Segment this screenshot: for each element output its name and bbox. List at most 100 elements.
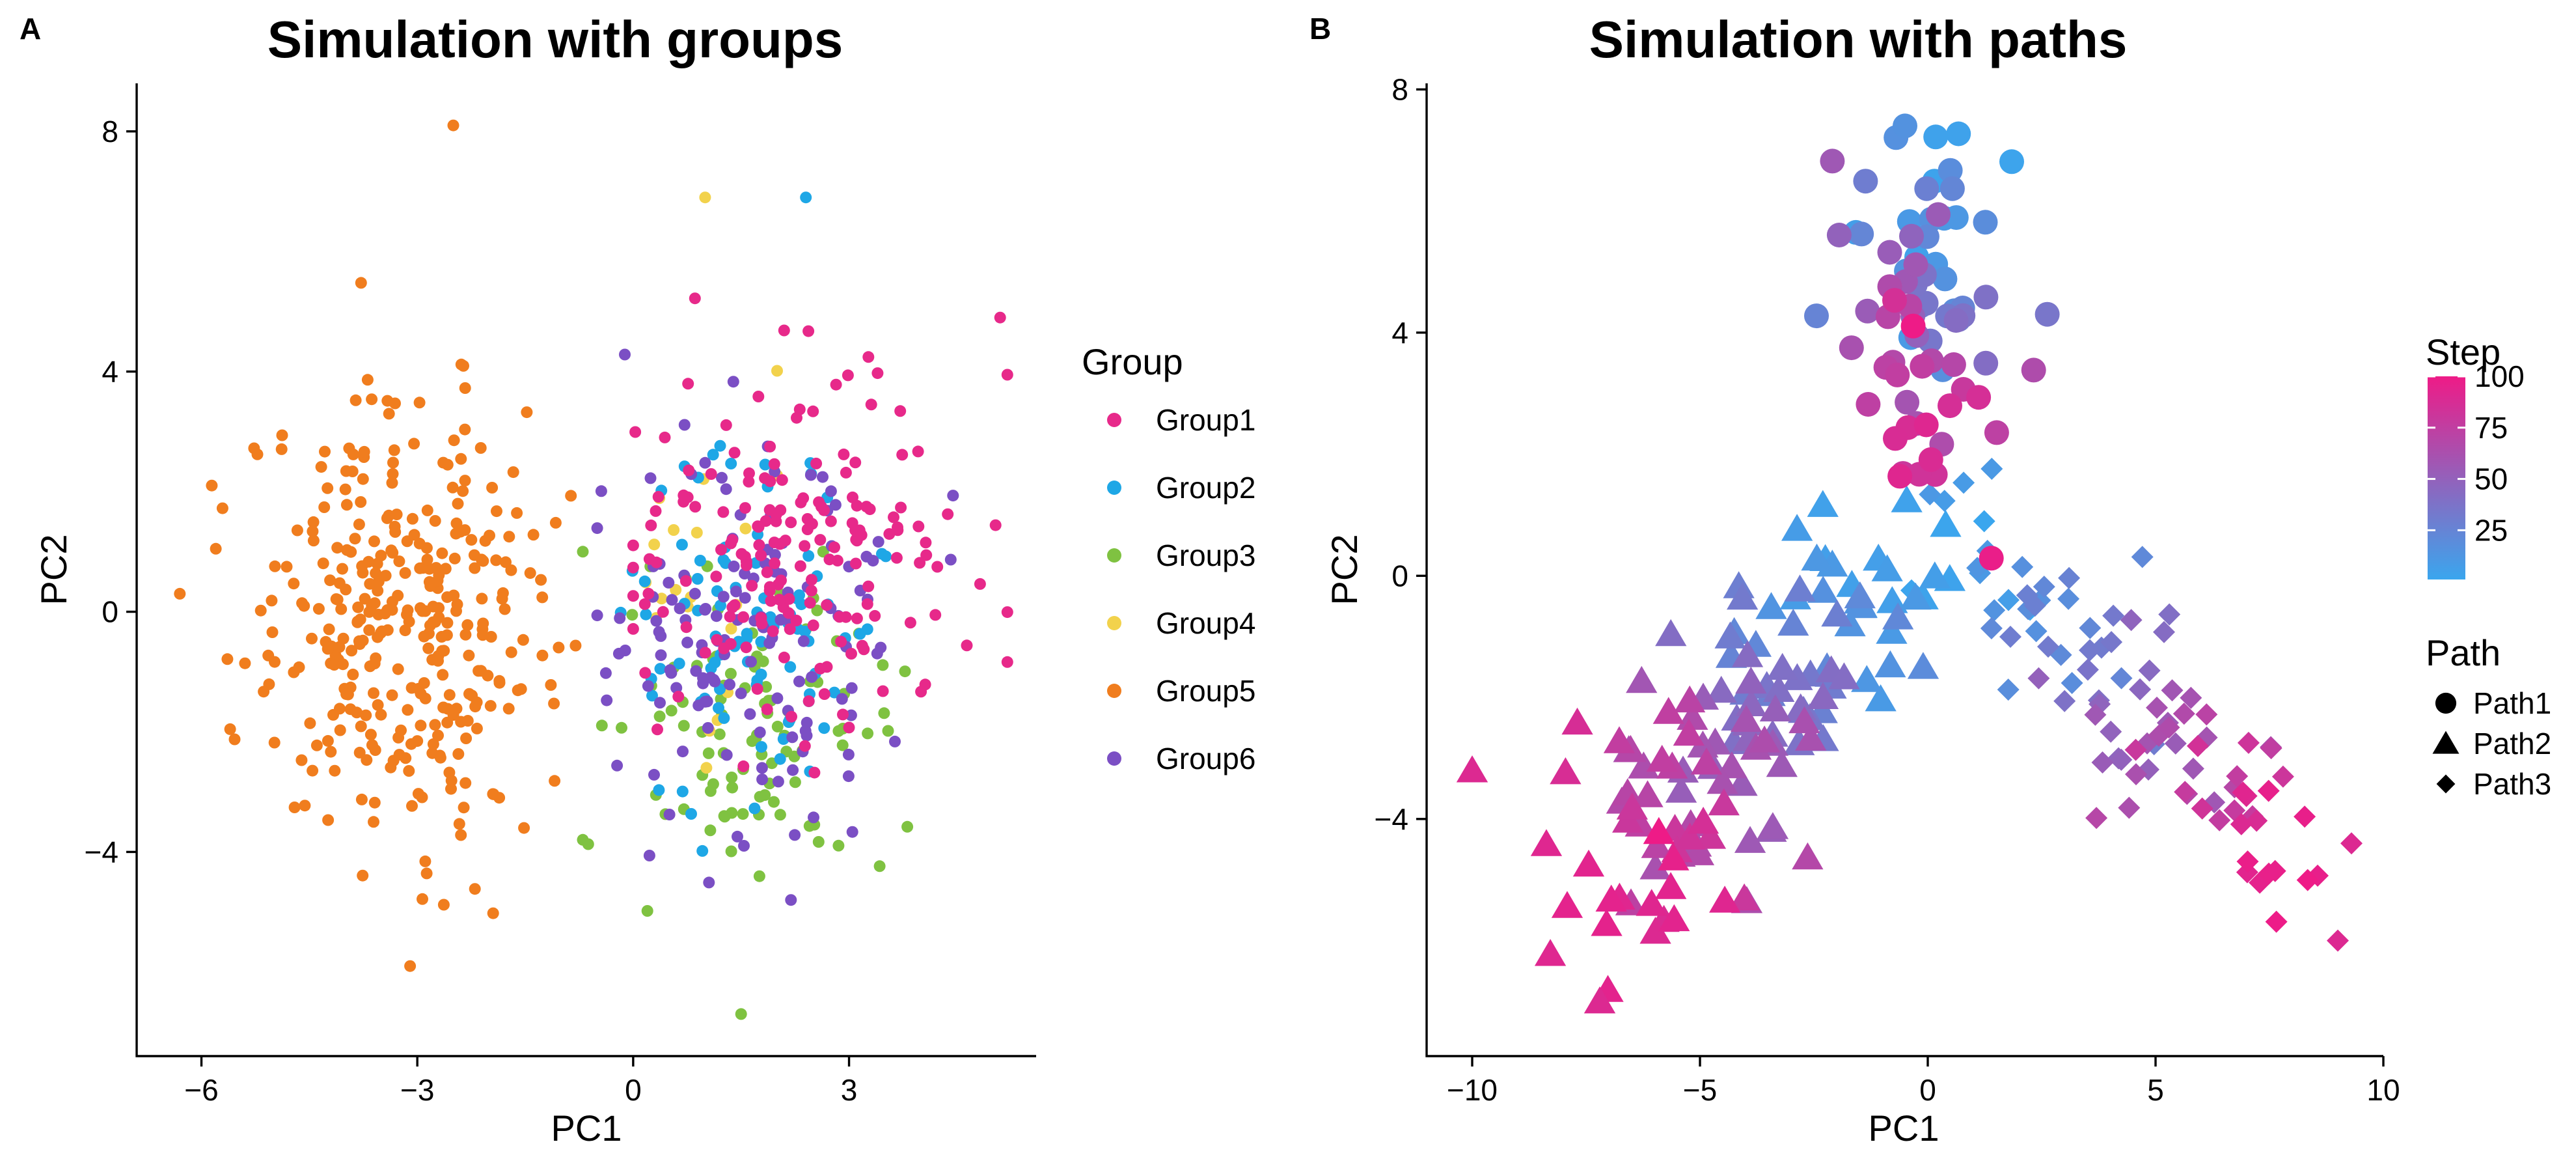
data-point-group5: [511, 507, 523, 519]
data-point-group1: [804, 596, 816, 609]
data-point-group5: [366, 393, 378, 406]
data-point-path2: [1709, 886, 1741, 913]
data-point-group5: [417, 893, 428, 905]
data-point-path2: [1763, 675, 1795, 702]
data-point-group1: [862, 580, 875, 593]
data-point-group5: [569, 639, 582, 652]
data-point-path2: [1727, 582, 1759, 610]
y-tick-label: 0: [1391, 559, 1408, 593]
data-point-group5: [262, 649, 275, 662]
data-point-group6: [786, 731, 799, 744]
data-point-group5: [450, 527, 462, 540]
data-point-path3: [2057, 587, 2080, 610]
data-point-group5: [437, 669, 449, 681]
data-point-group6: [664, 664, 676, 677]
data-point-group5: [336, 658, 349, 671]
data-point-path1: [1966, 385, 1992, 410]
data-point-path3: [2164, 732, 2187, 755]
data-point-group1: [763, 581, 776, 593]
data-point-group3: [726, 781, 739, 794]
data-point-group5: [352, 601, 364, 613]
data-point-group5: [437, 899, 450, 911]
data-point-group5: [266, 594, 278, 607]
data-point-path2: [1655, 872, 1687, 899]
data-point-group1: [806, 574, 817, 586]
data-point-group5: [448, 552, 461, 565]
data-point-path3: [1997, 589, 2020, 611]
data-point-group2: [876, 548, 888, 560]
data-point-group1: [890, 551, 903, 564]
y-tick-label: 0: [102, 595, 118, 629]
data-point-group3: [836, 739, 849, 751]
data-point-path2: [1694, 822, 1727, 849]
data-point-path3: [2102, 604, 2125, 627]
data-point-path3: [2011, 555, 2034, 578]
data-point-path3: [2085, 807, 2108, 830]
data-point-group5: [452, 497, 464, 510]
data-point-path2: [1807, 490, 1839, 517]
data-point-group1: [837, 708, 849, 721]
data-point-group2: [748, 802, 761, 815]
data-point-path3: [2161, 679, 2184, 702]
data-point-path2: [1759, 694, 1791, 721]
data-point-group6: [756, 774, 769, 785]
data-point-group5: [517, 634, 529, 646]
data-point-path3: [2182, 757, 2204, 780]
data-point-group5: [505, 646, 517, 658]
data-point-group1: [752, 521, 765, 533]
data-point-path2: [1876, 617, 1908, 644]
data-point-group5: [389, 526, 402, 538]
data-point-group1: [761, 703, 773, 716]
data-point-group1: [689, 292, 701, 305]
data-point-group2: [676, 785, 689, 798]
data-point-group5: [291, 524, 303, 537]
data-point-group6: [650, 615, 663, 627]
data-point-group1: [825, 515, 837, 527]
data-point-group1: [790, 615, 802, 626]
data-point-group5: [536, 649, 549, 662]
data-point-group5: [453, 818, 465, 830]
data-point-group5: [565, 490, 577, 502]
data-point-group3: [754, 790, 766, 803]
data-point-group1: [678, 489, 690, 501]
data-point-group1: [931, 561, 944, 573]
data-point-group5: [323, 623, 335, 635]
data-point-path2: [1603, 726, 1636, 753]
data-point-path3: [1997, 678, 2020, 701]
data-point-group6: [739, 592, 751, 604]
data-point-group1: [778, 324, 790, 337]
data-point-group2: [829, 686, 840, 699]
y-tick-label: 4: [102, 355, 118, 389]
data-point-group1: [724, 611, 736, 622]
data-point-path3: [2180, 686, 2202, 709]
data-point-path3: [2327, 929, 2349, 952]
data-point-group4: [725, 622, 737, 635]
data-point-group5: [358, 445, 370, 458]
data-point-path1: [1893, 113, 1917, 139]
data-point-group2: [800, 191, 812, 204]
data-point-group4: [668, 524, 680, 536]
data-point-group3: [724, 667, 737, 680]
data-point-group5: [340, 583, 352, 596]
data-point-group6: [845, 709, 857, 721]
data-point-group1: [814, 534, 827, 546]
data-point-group5: [507, 466, 519, 479]
data-point-path3: [2100, 720, 2122, 743]
data-point-group2: [802, 550, 815, 562]
data-point-group4: [700, 762, 713, 774]
data-point-group2: [725, 458, 737, 469]
chart-a-legend-title: Group: [1082, 341, 1183, 382]
legend-swatch-group6: [1107, 751, 1121, 766]
data-point-group5: [364, 729, 377, 741]
chart-a-axes: [135, 83, 1036, 1057]
data-point-path2: [1900, 582, 1932, 610]
data-point-group5: [331, 542, 344, 554]
data-point-group5: [432, 654, 444, 667]
data-point-group1: [920, 537, 932, 549]
x-tick-label: 0: [1919, 1073, 1936, 1107]
data-point-path2: [1639, 917, 1671, 944]
data-point-path2: [1643, 816, 1675, 844]
data-point-group3: [735, 1008, 747, 1020]
data-point-path1: [1938, 158, 1963, 183]
data-point-group1: [851, 612, 863, 624]
